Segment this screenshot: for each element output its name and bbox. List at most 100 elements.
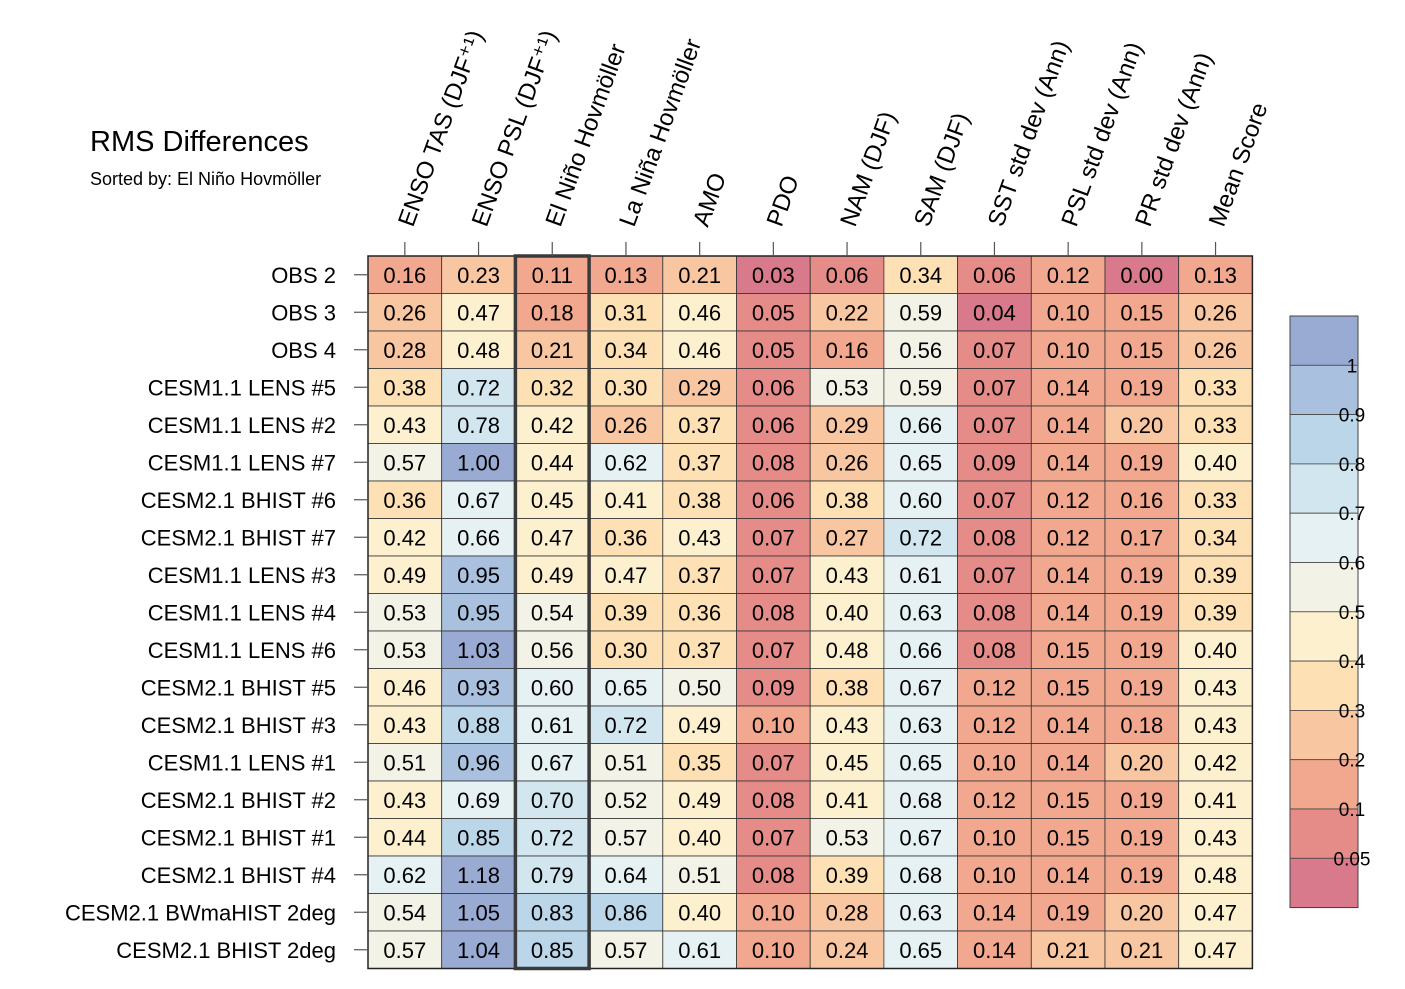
cell-value-label: 0.26	[1194, 338, 1237, 363]
heatmap-cell	[1178, 480, 1253, 519]
heatmap-cell	[662, 893, 737, 932]
heatmap-cell	[662, 743, 737, 782]
heatmap-cell	[1178, 443, 1253, 482]
heatmap-cell	[367, 518, 443, 557]
column-label: El Niño Hovmöller	[541, 40, 632, 230]
column-label: PSL std dev (Ann)	[1056, 39, 1148, 230]
heatmap-cell	[441, 593, 516, 632]
cell-value-label: 0.06	[752, 375, 795, 400]
heatmap-cell	[515, 293, 590, 332]
heatmap-cell	[883, 930, 959, 969]
column-label: SAM (DJF)	[909, 109, 975, 230]
colorbar-bin	[1289, 710, 1359, 761]
cell-value-label: 0.61	[531, 713, 574, 738]
heatmap-cell	[515, 893, 590, 932]
cell-value-label: 0.34	[899, 263, 942, 288]
cell-value-label: 0.44	[531, 450, 574, 475]
cell-value-label: 0.79	[531, 863, 574, 888]
heatmap-cell	[957, 330, 1032, 369]
heatmap-cell	[515, 330, 590, 369]
cell-value-label: 0.43	[1194, 675, 1237, 700]
cell-value-label: 0.59	[899, 300, 942, 325]
cell-value-label: 0.12	[973, 788, 1016, 813]
colorbar-tick-label: 0.8	[1339, 455, 1365, 476]
cell-value-label: 0.21	[1120, 938, 1163, 963]
cell-value-label: 0.29	[678, 375, 721, 400]
row-label: CESM1.1 LENS #5	[148, 375, 336, 400]
cell-value-label: 0.19	[1120, 825, 1163, 850]
heatmap-cell	[809, 855, 885, 894]
heatmap-cell	[367, 593, 443, 632]
cell-value-label: 0.16	[383, 263, 426, 288]
heatmap-cell	[736, 593, 811, 632]
heatmap-cell	[1104, 930, 1180, 969]
cell-value-label: 0.39	[1194, 600, 1237, 625]
colorbar-tick-label: 0.5	[1339, 603, 1365, 624]
heatmap-cell	[662, 555, 737, 594]
cell-value-label: 0.63	[899, 900, 942, 925]
heatmap-cell	[883, 593, 959, 632]
heatmap-cell	[367, 480, 443, 519]
heatmap-cell	[883, 480, 959, 519]
cell-value-label: 0.15	[1120, 338, 1163, 363]
cell-value-label: 0.43	[826, 563, 869, 588]
heatmap-cell	[662, 780, 737, 819]
cell-value-label: 0.48	[457, 338, 500, 363]
cell-value-label: 0.07	[973, 488, 1016, 513]
column-label: NAM (DJF)	[835, 108, 901, 230]
cell-value-label: 0.42	[531, 413, 574, 438]
cell-value-label: 0.68	[899, 863, 942, 888]
heatmap-cell	[957, 405, 1032, 444]
heatmap-cell	[883, 405, 959, 444]
cell-value-label: 0.06	[752, 413, 795, 438]
heatmap-cell	[957, 705, 1032, 744]
cell-value-label: 0.19	[1120, 563, 1163, 588]
cell-value-label: 0.14	[1047, 450, 1090, 475]
cell-value-label: 0.48	[826, 638, 869, 663]
heatmap-cell	[1104, 518, 1180, 557]
cell-value-label: 0.52	[605, 788, 648, 813]
cell-value-label: 0.14	[1047, 413, 1090, 438]
cell-value-label: 0.95	[457, 563, 500, 588]
cell-value-label: 0.63	[899, 713, 942, 738]
cell-value-label: 0.19	[1120, 788, 1163, 813]
heatmap-cell	[1178, 893, 1253, 932]
cell-value-label: 0.37	[678, 413, 721, 438]
cell-value-label: 0.10	[973, 863, 1016, 888]
cell-value-label: 0.57	[605, 938, 648, 963]
heatmap-cell	[957, 518, 1032, 557]
heatmap-cell	[883, 743, 959, 782]
heatmap-cell	[736, 630, 811, 669]
cell-value-label: 0.11	[532, 263, 573, 288]
cell-value-label: 0.28	[826, 900, 869, 925]
heatmap-cell	[883, 443, 959, 482]
cell-value-label: 0.49	[678, 788, 721, 813]
cell-value-label: 0.08	[973, 525, 1016, 550]
cell-value-label: 0.41	[1194, 788, 1237, 813]
cell-value-label: 0.07	[973, 563, 1016, 588]
heatmap-cell	[957, 593, 1032, 632]
heatmap-cell	[441, 743, 516, 782]
colorbar-tick-label: 0.6	[1339, 554, 1365, 575]
cell-value-label: 0.57	[383, 938, 426, 963]
heatmap-cell	[1178, 818, 1253, 857]
heatmap-cell	[957, 630, 1032, 669]
heatmap-cell	[367, 555, 443, 594]
heatmap-cell	[809, 480, 885, 519]
column-label: AMO	[688, 169, 732, 230]
cell-value-label: 0.45	[531, 488, 574, 513]
cell-value-label: 0.70	[531, 788, 574, 813]
heatmap-cell	[883, 855, 959, 894]
cell-value-label: 0.28	[383, 338, 426, 363]
cell-value-label: 0.36	[383, 488, 426, 513]
cell-value-label: 0.08	[752, 863, 795, 888]
chart-title: RMS Differences	[90, 126, 309, 158]
row-label: CESM2.1 BWmaHIST 2deg	[65, 900, 336, 925]
column-label: Mean Score	[1204, 99, 1274, 230]
cell-value-label: 0.67	[457, 488, 500, 513]
cell-value-label: 0.61	[899, 563, 942, 588]
heatmap-cell	[662, 330, 737, 369]
heatmap-cell	[1030, 518, 1106, 557]
row-label: CESM2.1 BHIST #5	[141, 675, 336, 700]
